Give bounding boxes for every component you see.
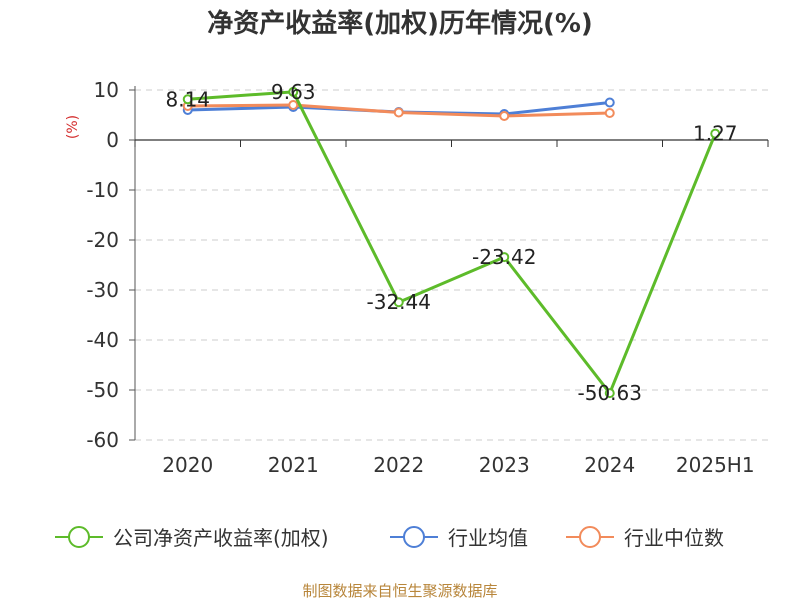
data-label: 9.63 bbox=[271, 80, 316, 104]
y-tick-label: -20 bbox=[86, 228, 119, 252]
legend-item: 行业中位数 bbox=[566, 526, 724, 550]
data-label: 8.14 bbox=[165, 87, 210, 111]
y-axis-ticks: 10 0 -10 -20 -30 -40 -50 -60 bbox=[86, 78, 119, 452]
data-label: -23.42 bbox=[472, 245, 536, 269]
legend-item: 行业均值 bbox=[390, 526, 528, 550]
axes bbox=[129, 86, 769, 441]
y-tick-label: -30 bbox=[86, 278, 119, 302]
legend-label: 行业均值 bbox=[448, 526, 528, 550]
series-point bbox=[288, 100, 299, 110]
series-group bbox=[182, 86, 721, 399]
series-point bbox=[710, 128, 721, 139]
y-tick-label: 0 bbox=[106, 128, 119, 152]
series-point bbox=[288, 86, 299, 97]
x-tick-label: 2023 bbox=[479, 453, 530, 477]
data-labels: 8.14 9.63 -32.44 -23.42 -50.63 1.27 bbox=[165, 80, 737, 405]
series-point bbox=[604, 97, 615, 108]
legend-swatch-marker bbox=[579, 526, 601, 548]
y-tick-label: -50 bbox=[86, 378, 119, 402]
y-axis-unit-label: (%) bbox=[65, 115, 81, 139]
series-point bbox=[393, 107, 404, 118]
x-tick-label: 2024 bbox=[584, 453, 635, 477]
source-note: 制图数据来自恒生聚源数据库 bbox=[302, 582, 497, 600]
x-tick-label: 2021 bbox=[268, 453, 319, 477]
y-tick-label: -60 bbox=[86, 428, 119, 452]
y-tick-label: 10 bbox=[94, 78, 119, 102]
x-axis-ticks: 2020 2021 2022 2023 2024 2025H1 bbox=[162, 453, 754, 477]
legend-swatch-marker bbox=[68, 526, 90, 548]
x-tick-label: 2020 bbox=[162, 453, 213, 477]
x-tick-label: 2022 bbox=[373, 453, 424, 477]
data-label: 1.27 bbox=[693, 122, 738, 146]
legend-item: 公司净资产收益率(加权) bbox=[55, 526, 329, 550]
series-point bbox=[182, 94, 193, 105]
legend-swatch-marker bbox=[403, 526, 425, 548]
legend: 公司净资产收益率(加权) 行业均值 行业中位数 bbox=[55, 526, 724, 550]
x-tick-label: 2025H1 bbox=[676, 453, 755, 477]
chart-title: 净资产收益率(加权)历年情况(%) bbox=[207, 8, 593, 39]
y-tick-label: -10 bbox=[86, 178, 119, 202]
series-point bbox=[393, 297, 404, 308]
series-point bbox=[499, 111, 510, 121]
series-line bbox=[187, 90, 717, 395]
series-point bbox=[604, 108, 615, 118]
legend-label: 公司净资产收益率(加权) bbox=[113, 526, 329, 550]
data-label: -50.63 bbox=[578, 381, 642, 405]
legend-label: 行业中位数 bbox=[624, 526, 724, 550]
y-tick-label: -40 bbox=[86, 328, 119, 352]
series-point bbox=[604, 388, 615, 399]
data-label: -32.44 bbox=[367, 290, 431, 314]
series-point bbox=[499, 252, 510, 263]
